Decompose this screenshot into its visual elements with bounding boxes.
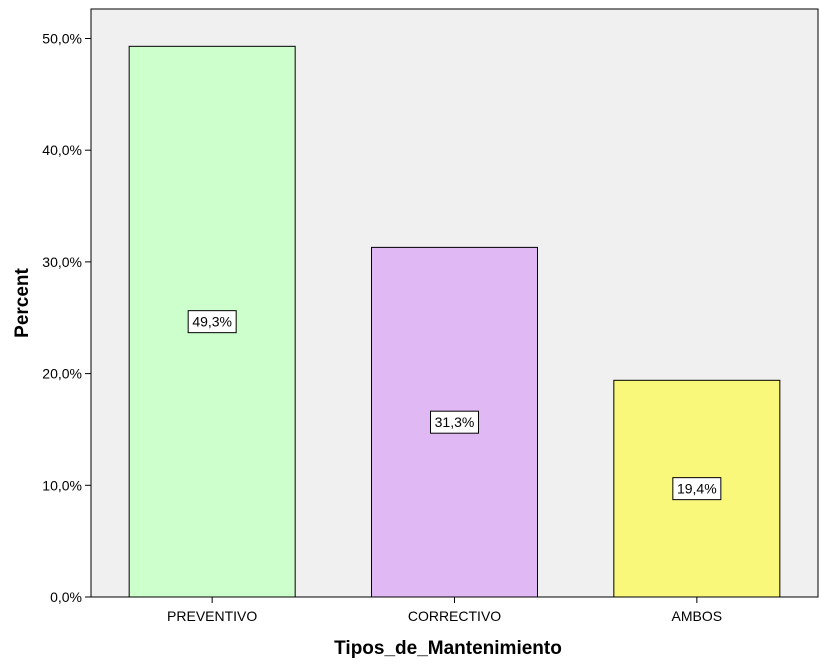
y-tick-label: 30,0% <box>42 254 82 270</box>
data-label: 19,4% <box>677 481 717 497</box>
data-label-box <box>187 310 237 334</box>
y-axis-title: Percent <box>12 267 33 337</box>
y-tick-label: 20,0% <box>42 366 82 382</box>
x-axis-title: Tipos_de_Mantenimiento <box>334 638 562 659</box>
data-label-box <box>672 477 722 501</box>
x-tick-label: PREVENTIVO <box>167 608 257 624</box>
data-label-box <box>430 410 479 434</box>
data-label: 49,3% <box>192 314 232 330</box>
data-labels-layer: 49,3% 31,3% 19,4% <box>187 310 722 501</box>
x-tick-label: AMBOS <box>672 608 723 624</box>
x-tick-label: CORRECTIVO <box>408 608 501 624</box>
y-axis: 0,0% 10,0% 20,0% 30,0% 40,0% 50,0% <box>42 31 91 605</box>
y-tick-label: 40,0% <box>42 142 82 158</box>
data-label: 31,3% <box>435 414 475 430</box>
y-tick-label: 10,0% <box>42 477 82 493</box>
y-tick-label: 0,0% <box>50 589 82 605</box>
y-tick-label: 50,0% <box>42 31 82 47</box>
x-axis: PREVENTIVO CORRECTIVO AMBOS <box>167 597 722 624</box>
